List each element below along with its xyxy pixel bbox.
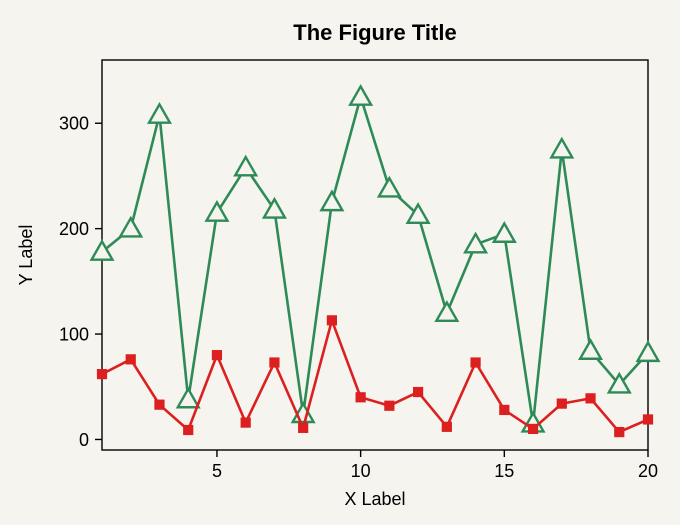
- marker-square-icon: [586, 394, 595, 403]
- marker-square-icon: [414, 388, 423, 397]
- marker-square-icon: [98, 370, 107, 379]
- marker-square-icon: [644, 415, 653, 424]
- marker-square-icon: [615, 428, 624, 437]
- chart-container: The Figure Title51015200100200300X Label…: [0, 0, 680, 525]
- y-tick-label: 0: [79, 430, 89, 450]
- marker-square-icon: [356, 393, 365, 402]
- marker-square-icon: [299, 423, 308, 432]
- x-tick-label: 10: [351, 461, 371, 481]
- y-tick-label: 200: [59, 219, 89, 239]
- marker-square-icon: [471, 358, 480, 367]
- marker-square-icon: [184, 425, 193, 434]
- chart-title: The Figure Title: [293, 20, 456, 45]
- marker-square-icon: [270, 358, 279, 367]
- marker-square-icon: [212, 351, 221, 360]
- x-tick-label: 5: [212, 461, 222, 481]
- x-axis-label: X Label: [344, 489, 405, 509]
- marker-square-icon: [241, 418, 250, 427]
- x-tick-label: 15: [494, 461, 514, 481]
- marker-square-icon: [385, 401, 394, 410]
- marker-square-icon: [126, 355, 135, 364]
- marker-square-icon: [442, 422, 451, 431]
- y-tick-label: 300: [59, 114, 89, 134]
- marker-square-icon: [327, 316, 336, 325]
- marker-square-icon: [155, 400, 164, 409]
- marker-square-icon: [500, 405, 509, 414]
- x-tick-label: 20: [638, 461, 658, 481]
- line-chart: The Figure Title51015200100200300X Label…: [0, 0, 680, 525]
- y-axis-label: Y Label: [16, 225, 36, 286]
- marker-square-icon: [557, 399, 566, 408]
- marker-square-icon: [529, 424, 538, 433]
- plot-area: [102, 60, 648, 450]
- y-tick-label: 100: [59, 324, 89, 344]
